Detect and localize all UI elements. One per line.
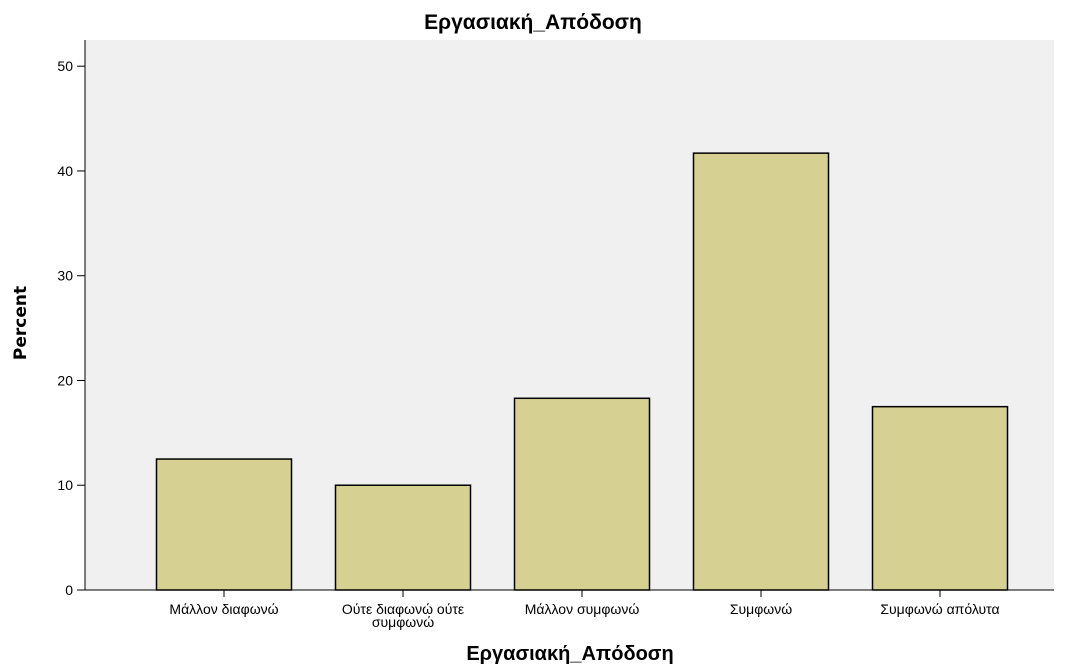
x-tick-label: Συμφωνώ bbox=[730, 601, 792, 617]
y-tick-label: 10 bbox=[57, 477, 73, 493]
chart-title: Εργασιακή_Απόδοση bbox=[424, 11, 642, 34]
bar bbox=[334, 484, 472, 591]
x-tick-label: Ούτε διαφωνώ ούτε bbox=[342, 601, 464, 617]
bar bbox=[155, 458, 293, 591]
y-tick-label: 50 bbox=[57, 58, 73, 74]
bar bbox=[513, 397, 651, 591]
x-tick-label: Μάλλον συμφωνώ bbox=[525, 601, 640, 617]
bar bbox=[871, 405, 1009, 591]
x-tick-label: συμφωνώ bbox=[372, 614, 434, 630]
x-axis-label: Εργασιακή_Απόδοση bbox=[466, 643, 673, 665]
bar bbox=[692, 152, 830, 591]
y-tick-label: 40 bbox=[57, 163, 73, 179]
x-tick-label: Μάλλον διαφωνώ bbox=[169, 601, 278, 617]
y-axis: 0 10 20 30 40 50 bbox=[57, 40, 86, 598]
x-tick-label: Συμφωνώ απόλυτα bbox=[880, 601, 999, 617]
y-tick-label: 20 bbox=[57, 372, 73, 388]
y-tick-label: 0 bbox=[65, 582, 73, 598]
y-axis-label: Percent bbox=[11, 286, 31, 360]
y-tick-label: 30 bbox=[57, 268, 73, 284]
